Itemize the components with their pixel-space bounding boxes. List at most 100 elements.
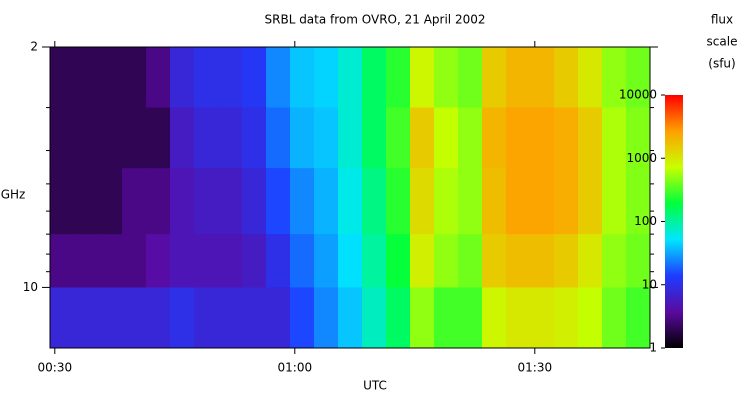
heatmap-cell [146, 168, 171, 235]
heatmap-cell [242, 47, 267, 109]
x-tick-label: 01:30 [518, 361, 553, 375]
heatmap-cell [482, 107, 507, 169]
heatmap-cell [242, 287, 267, 349]
heatmap-cell [626, 107, 651, 169]
heatmap-cell [50, 168, 75, 235]
heatmap-cell [434, 234, 459, 288]
colorbar-label: scale [707, 35, 738, 49]
heatmap-cell [362, 168, 387, 235]
heatmap-cell [578, 168, 603, 235]
heatmap-cell [338, 287, 363, 349]
heatmap-cell [362, 47, 387, 109]
heatmap-cell [242, 234, 267, 288]
heatmap-cell [434, 107, 459, 169]
heatmap-cell [50, 287, 75, 349]
heatmap-cell [578, 234, 603, 288]
y-tick-label: 2 [30, 40, 38, 54]
heatmap-cell [338, 107, 363, 169]
colorbar-tick-label: 10000 [619, 88, 657, 102]
heatmap-cell [506, 234, 531, 288]
heatmap-cell [434, 168, 459, 235]
heatmap-cell [74, 168, 99, 235]
heatmap-cell [506, 287, 531, 349]
heatmap-cell [98, 234, 123, 288]
x-tick-label: 01:00 [278, 361, 313, 375]
heatmap-cell [170, 287, 195, 349]
chart-title: SRBL data from OVRO, 21 April 2002 [265, 13, 486, 27]
heatmap-cell [50, 234, 75, 288]
heatmap-cell [554, 107, 579, 169]
heatmap-cell [362, 107, 387, 169]
heatmap-cell [626, 234, 651, 288]
heatmap-cell [266, 234, 291, 288]
heatmap-cell [50, 47, 75, 109]
heatmap-cell [554, 47, 579, 109]
heatmap-cell [266, 287, 291, 349]
heatmap-cell [626, 47, 651, 109]
heatmap-cell [50, 107, 75, 169]
heatmap-cell [458, 287, 483, 349]
heatmap-cell [122, 47, 147, 109]
heatmap-cell [530, 234, 555, 288]
colorbar-tick-label: 1000 [626, 151, 657, 165]
heatmap-cell [626, 168, 651, 235]
y-tick-label: 10 [23, 280, 38, 294]
heatmap-cell [290, 287, 315, 349]
heatmap-cell [386, 287, 411, 349]
heatmap-cell [194, 47, 219, 109]
heatmap-cell [602, 47, 627, 109]
heatmap-cell [458, 47, 483, 109]
heatmap-cell [530, 168, 555, 235]
heatmap-cell [458, 234, 483, 288]
heatmap-cell [506, 107, 531, 169]
heatmap-cell [266, 168, 291, 235]
heatmap-cell [98, 47, 123, 109]
heatmap-cell [602, 168, 627, 235]
heatmap-cell [146, 234, 171, 288]
heatmap-cell [170, 234, 195, 288]
x-tick-label: 00:30 [38, 361, 73, 375]
heatmap-cell [98, 168, 123, 235]
heatmap-cell [146, 47, 171, 109]
heatmap-cell [386, 234, 411, 288]
heatmap-cell [530, 107, 555, 169]
heatmap-cell [74, 234, 99, 288]
heatmap-cell [194, 287, 219, 349]
heatmap-cell [602, 287, 627, 349]
heatmap-cell [314, 287, 339, 349]
heatmap-cell [194, 168, 219, 235]
heatmap-cell [74, 47, 99, 109]
heatmap-cell [386, 168, 411, 235]
heatmap-cell [314, 47, 339, 109]
heatmap-cell [482, 168, 507, 235]
colorbar-label: flux [711, 13, 733, 27]
heatmap-cell [410, 168, 435, 235]
colorbar-tick-label: 100 [634, 214, 657, 228]
heatmap-cell [122, 287, 147, 349]
heatmap-cell [554, 287, 579, 349]
heatmap-cell [554, 234, 579, 288]
heatmap-cell [266, 47, 291, 109]
heatmap-cell [122, 168, 147, 235]
heatmap-cell [170, 47, 195, 109]
heatmap-cell [242, 107, 267, 169]
heatmap-cell [266, 107, 291, 169]
heatmap-cell [98, 107, 123, 169]
heatmap-cell [458, 107, 483, 169]
heatmap-cell [482, 234, 507, 288]
heatmap-cell [74, 107, 99, 169]
heatmap-cell [578, 287, 603, 349]
heatmap-cell [386, 47, 411, 109]
x-axis-label: UTC [363, 379, 387, 393]
colorbar-tick-label: 10 [642, 277, 657, 291]
heatmap-cell [434, 47, 459, 109]
heatmap-cell [218, 47, 243, 109]
heatmap-cell [362, 234, 387, 288]
heatmap-cell [170, 107, 195, 169]
heatmap-cell [410, 107, 435, 169]
heatmap-cell [578, 47, 603, 109]
heatmap-cell [626, 287, 651, 349]
heatmap-cell [218, 168, 243, 235]
heatmap-cell [338, 168, 363, 235]
